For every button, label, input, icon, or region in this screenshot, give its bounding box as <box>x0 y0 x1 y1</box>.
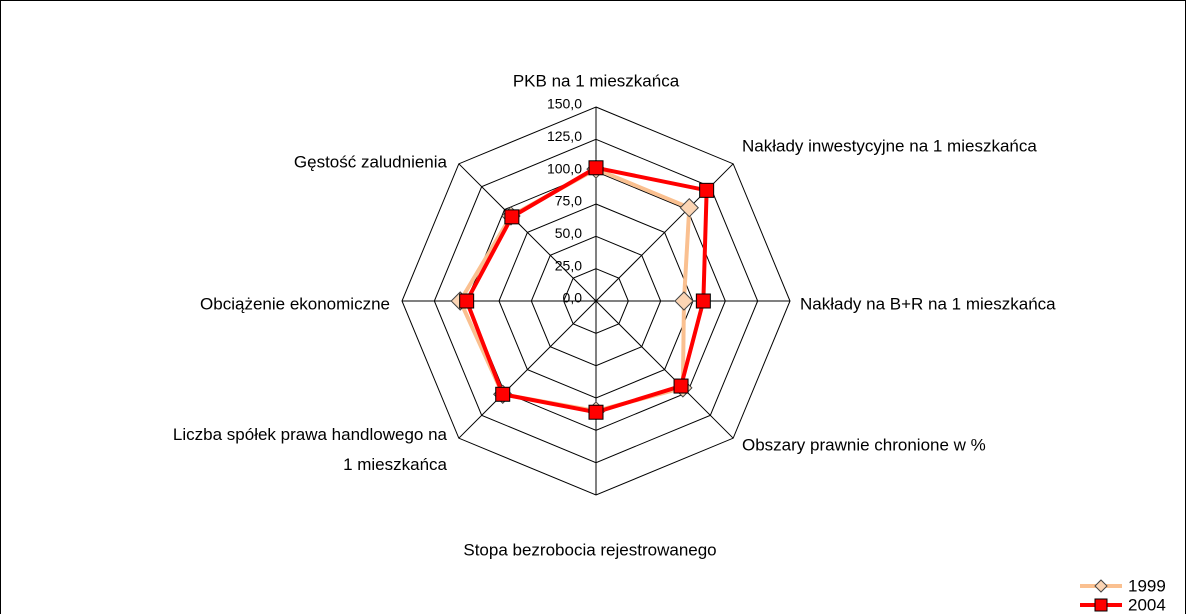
legend-marker <box>1094 598 1108 612</box>
legend-label: 1999 <box>1128 576 1166 595</box>
marker <box>695 293 711 309</box>
marker <box>679 198 699 218</box>
marker <box>673 378 689 394</box>
category-label: Obciążenie ekonomiczne <box>200 294 390 313</box>
legend-marker <box>1094 579 1108 593</box>
marker <box>495 386 511 402</box>
tick-label: 50,0 <box>555 225 582 241</box>
marker <box>588 160 604 176</box>
category-label: Nakłady na B+R na 1 mieszkańca <box>800 294 1056 313</box>
legend-label: 2004 <box>1128 595 1166 614</box>
category-label: Gęstość zaludnienia <box>294 152 448 171</box>
grid-ring <box>433 138 759 464</box>
tick-label: 75,0 <box>555 193 582 209</box>
grid-ring <box>401 106 791 496</box>
marker <box>459 293 475 309</box>
marker <box>674 291 694 311</box>
category-label: Nakłady inwestycyjne na 1 mieszkańca <box>742 136 1037 155</box>
grid-ring <box>563 268 629 334</box>
category-label: Liczba spółek prawa handlowego na 1 miesz… <box>173 425 448 474</box>
grid-ring <box>498 203 694 399</box>
tick-label: 0,0 <box>563 290 583 306</box>
category-label: PKB na 1 mieszkańca <box>513 71 680 90</box>
grid-ring <box>466 171 726 431</box>
tick-label: 100,0 <box>547 160 582 176</box>
marker <box>588 404 604 420</box>
tick-label: 25,0 <box>555 257 582 273</box>
category-label: Stopa bezrobocia rejestrowanego <box>463 540 716 559</box>
marker <box>699 182 715 198</box>
tick-label: 150,0 <box>547 96 582 112</box>
tick-label: 125,0 <box>547 128 582 144</box>
category-label: Obszary prawnie chronione w % <box>742 435 986 454</box>
grid-ring <box>530 235 662 367</box>
marker <box>504 209 520 225</box>
